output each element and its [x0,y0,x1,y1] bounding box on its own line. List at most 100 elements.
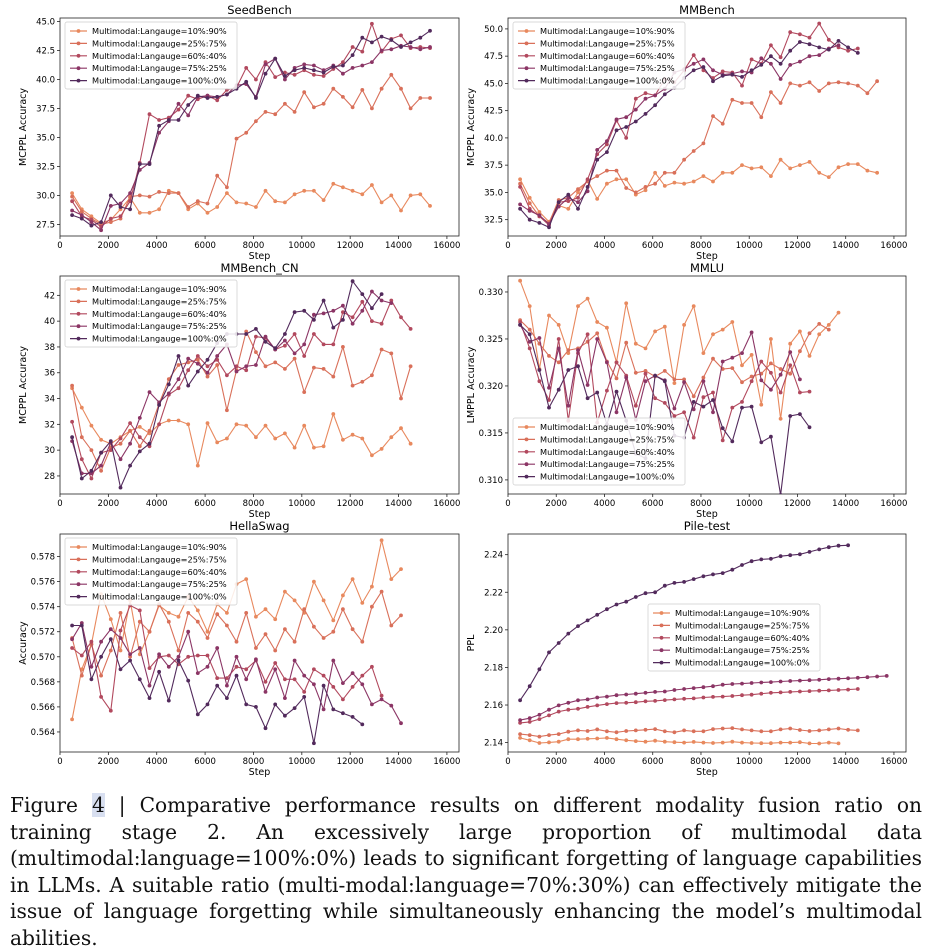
x-tick-label: 14000 [385,757,412,767]
data-point [711,390,715,395]
data-point [556,641,561,645]
data-point [643,369,648,373]
data-point [749,559,754,564]
data-point [428,45,432,49]
data-point [408,193,413,198]
y-axis-label: PPL [466,634,477,651]
data-point [137,677,142,682]
y-tick-label: 45.0 [484,79,503,89]
data-point [817,45,822,50]
chart-title: SeedBench [227,3,292,17]
data-point [99,228,103,233]
data-point [682,323,686,327]
data-point [537,667,542,672]
data-point [836,310,841,315]
data-point [128,199,133,204]
data-point [653,170,657,175]
data-point [147,390,152,394]
legend-marker [76,53,81,58]
data-point [605,694,609,699]
data-point [537,213,542,218]
data-point [865,168,870,173]
data-point [263,607,268,612]
data-point [283,200,287,205]
data-point [662,184,667,188]
data-point [99,437,103,442]
y-tick-label: 0.325 [479,335,503,345]
data-point [662,739,667,744]
data-point [643,727,648,732]
data-point [769,61,773,66]
data-point [244,702,249,707]
data-point [798,740,802,745]
data-point [234,673,239,678]
y-tick-label: 42.5 [36,46,55,56]
data-point [720,694,725,699]
data-point [408,327,413,331]
data-point [576,706,580,711]
data-point [70,194,74,199]
data-point [585,705,590,709]
data-point [817,53,822,57]
data-point [740,69,744,74]
data-point [321,444,326,449]
data-point [157,652,162,657]
legend-box [512,417,686,486]
data-point [89,677,94,682]
data-point [195,671,200,675]
data-point [70,419,74,424]
data-point [176,101,181,106]
x-tick-label: 4000 [594,757,616,767]
data-point [605,729,609,734]
data-point [730,726,735,730]
data-point [321,198,326,203]
data-point [566,199,571,204]
data-point [817,322,822,326]
data-point [186,383,191,388]
data-point [749,379,754,384]
data-point [254,435,258,440]
data-point [672,381,677,385]
y-axis-label: LMPPL Accuracy [466,346,477,423]
legend-label: Multimodal:Langauge=10%:90% [675,608,810,618]
data-point [118,457,123,462]
data-point [137,425,142,429]
y-tick-label: 0.566 [31,703,55,713]
legend-label: Multimodal:Langauge=10%:90% [92,542,227,552]
data-point [195,354,200,358]
data-point [341,681,345,685]
data-point [527,195,532,200]
data-point [147,428,152,433]
figure-caption: Figure 4 | Comparative performance resul… [10,792,922,951]
legend: Multimodal:Langauge=10%:90% Multimodal:La… [64,537,238,606]
data-point [79,209,84,214]
data-point [624,125,629,129]
data-point [585,383,590,387]
data-point [672,170,677,175]
legend-label: Multimodal:Langauge=25%:75% [675,620,810,630]
data-point [108,204,113,208]
data-point [701,404,706,409]
legend-label: Multimodal:Langauge=10%:90% [540,422,675,432]
data-point [225,185,229,190]
data-point [701,695,706,700]
y-axis-label: MCPPL Accuracy [466,88,477,166]
data-point [341,437,345,442]
data-point [826,327,831,332]
data-point [537,221,542,225]
data-point [769,337,773,341]
data-point [195,93,200,98]
data-point [89,223,94,228]
data-point [653,590,657,595]
data-point [147,683,152,688]
data-point [836,726,841,731]
legend-marker [76,336,81,341]
data-point [701,141,706,146]
data-point [846,48,850,53]
data-point [662,324,667,329]
data-point [846,81,850,86]
data-point [595,157,600,162]
data-point [798,728,802,732]
data-point [263,110,268,114]
data-point [147,194,152,199]
